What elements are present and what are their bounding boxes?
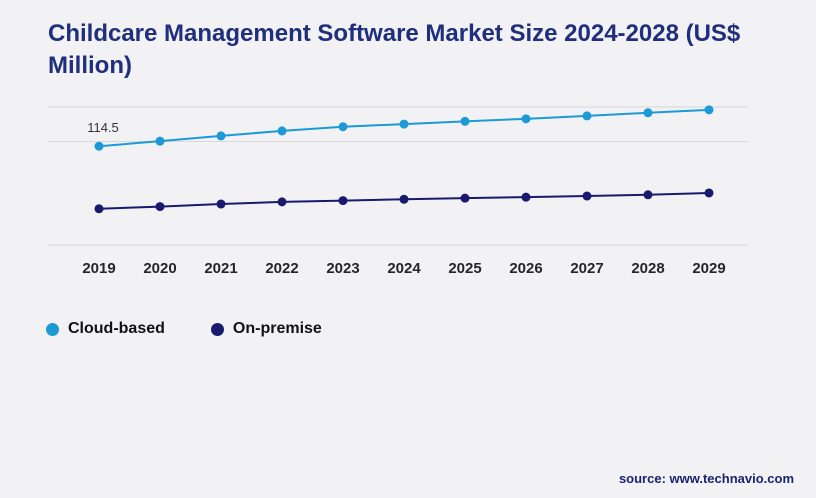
on-premise-point bbox=[460, 194, 470, 204]
cloud-based-data-label: 114.5 bbox=[87, 121, 119, 136]
on-premise-legend-label: On-premise bbox=[232, 320, 322, 338]
legend-item-cloud-based: Cloud-based bbox=[46, 320, 165, 338]
x-tick-label: 2022 bbox=[265, 260, 298, 277]
cloud-based-point bbox=[155, 136, 165, 146]
cloud-based-point bbox=[521, 114, 531, 124]
on-premise-point bbox=[399, 195, 409, 205]
cloud-based-point bbox=[643, 108, 653, 118]
cloud-based-legend-dot-icon bbox=[46, 322, 59, 336]
cloud-based-point bbox=[582, 111, 592, 121]
on-premise-point bbox=[704, 188, 714, 198]
x-tick-label: 2020 bbox=[143, 260, 176, 277]
on-premise-point bbox=[521, 192, 531, 202]
on-premise-legend-dot-icon bbox=[210, 322, 224, 336]
x-tick-label: 2028 bbox=[631, 260, 664, 277]
on-premise-point bbox=[94, 204, 104, 214]
on-premise-point bbox=[155, 202, 165, 212]
x-tick-label: 2023 bbox=[326, 260, 359, 277]
on-premise-point bbox=[582, 191, 592, 201]
cloud-based-point bbox=[338, 122, 348, 132]
x-tick-label: 2021 bbox=[204, 260, 237, 277]
on-premise-point bbox=[643, 190, 653, 200]
x-tick-label: 2024 bbox=[387, 260, 421, 277]
legend-item-on-premise: On-premise bbox=[210, 320, 322, 338]
cloud-based-point bbox=[216, 131, 226, 141]
x-tick-label: 2026 bbox=[509, 260, 542, 277]
cloud-based-legend-label: Cloud-based bbox=[68, 320, 165, 338]
cloud-based-point bbox=[460, 117, 470, 127]
line-chart: 114.5 2019 2020 2021 2022 2023 2024 2025 2026 202… bbox=[48, 105, 748, 277]
page-title: Childcare Management Software Market Siz… bbox=[48, 20, 741, 79]
source-attribution: source: www.technavio.com bbox=[618, 471, 794, 486]
x-tick-label: 2027 bbox=[570, 260, 603, 277]
x-tick-label: 2029 bbox=[692, 260, 725, 277]
on-premise-point bbox=[338, 196, 348, 206]
cloud-based-point bbox=[94, 142, 104, 152]
chart-legend: Cloud-based On-premise bbox=[46, 320, 816, 338]
cloud-based-point bbox=[399, 119, 409, 129]
cloud-based-point bbox=[704, 105, 714, 115]
chart-area: 114.5 2019 2020 2021 2022 2023 2024 2025 2026 202… bbox=[48, 95, 748, 292]
x-tick-label: 2025 bbox=[448, 260, 481, 277]
cloud-based-point bbox=[277, 126, 287, 136]
x-tick-label: 2019 bbox=[82, 260, 115, 277]
on-premise-point bbox=[216, 199, 226, 209]
on-premise-point bbox=[277, 197, 287, 207]
